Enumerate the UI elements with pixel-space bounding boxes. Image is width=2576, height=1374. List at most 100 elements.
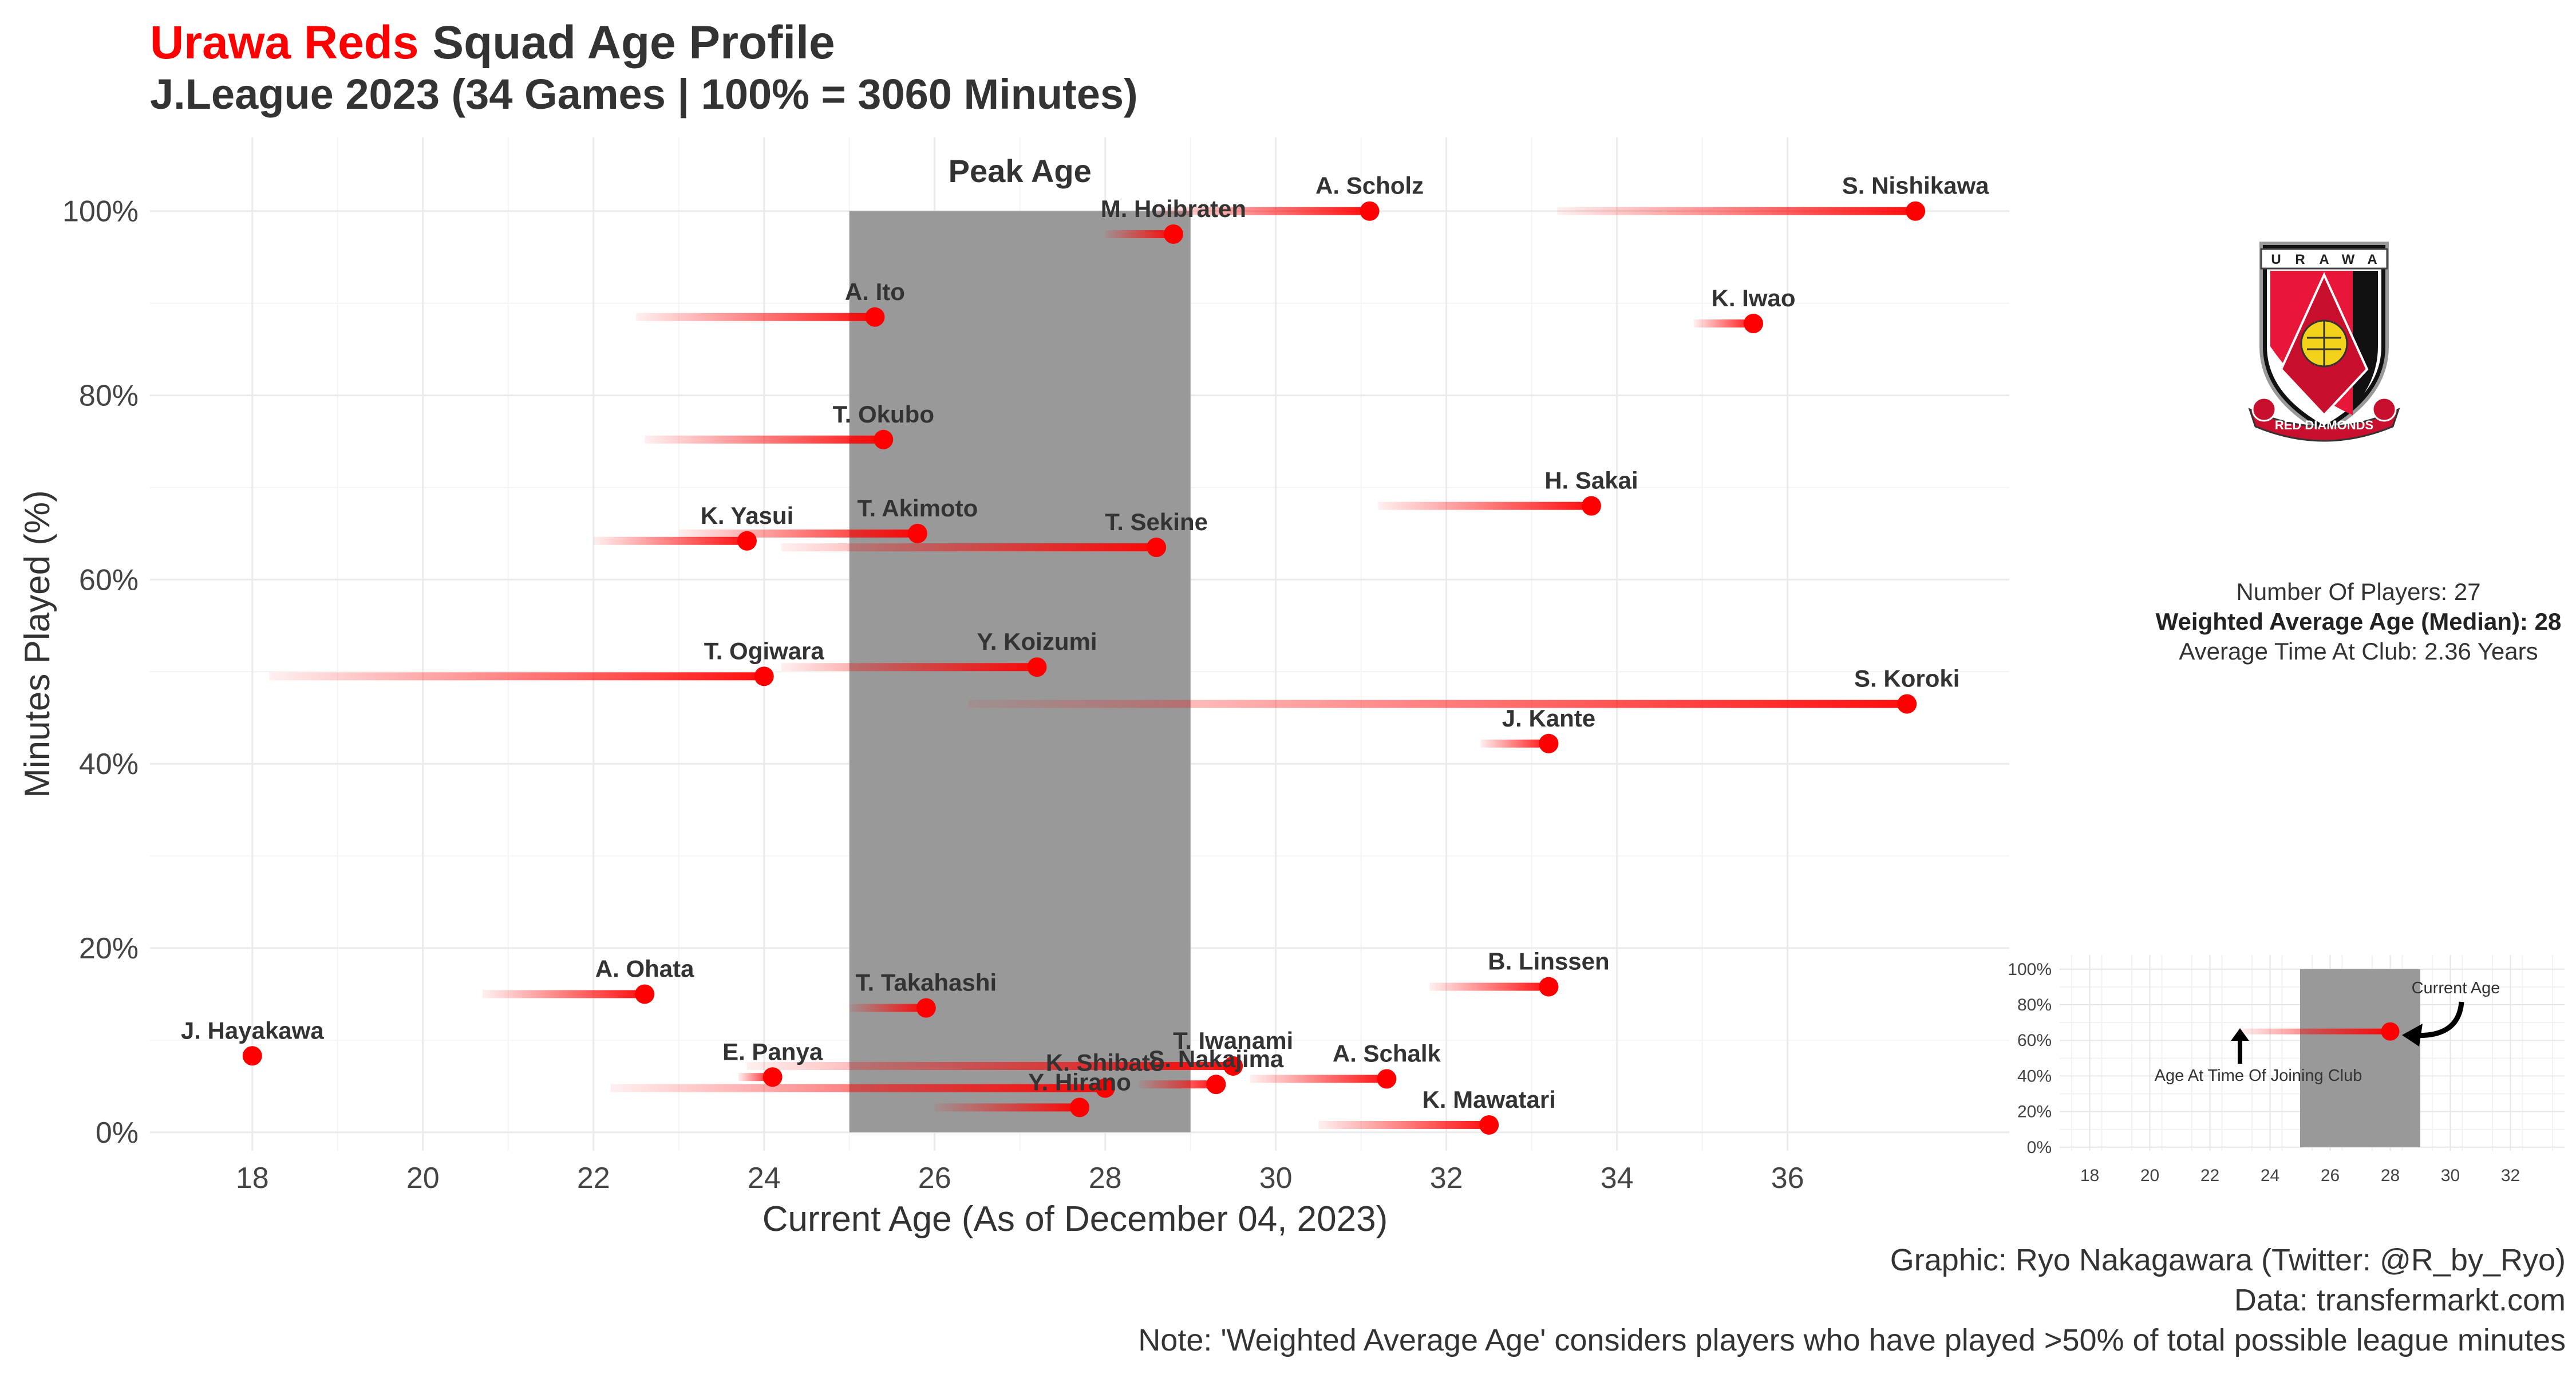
credit-graphic: Graphic: Ryo Nakagawara (Twitter: @R_by_… bbox=[1890, 1243, 2566, 1277]
label-y-koizumi: Y. Koizumi bbox=[977, 628, 1097, 655]
chart-title: Urawa Reds Squad Age Profile bbox=[150, 16, 835, 70]
label-h-sakai: H. Sakai bbox=[1544, 467, 1638, 494]
tenure-segment-s-nakajima bbox=[1139, 1080, 1216, 1089]
point-h-sakai bbox=[1581, 496, 1601, 516]
inset-x-tick-label: 26 bbox=[2321, 1166, 2340, 1185]
y-tick-label: 20% bbox=[79, 932, 139, 965]
point-y-hirano bbox=[1070, 1097, 1089, 1118]
squad-stats: Number Of Players: 27 Weighted Average A… bbox=[2038, 577, 2576, 666]
label-k-mawatari: K. Mawatari bbox=[1422, 1086, 1555, 1113]
point-k-shibato bbox=[1095, 1078, 1115, 1098]
point-t-ogiwara bbox=[754, 666, 774, 686]
crest-letter-u: U bbox=[2271, 252, 2281, 267]
label-y-hirano: Y. Hirano bbox=[1028, 1068, 1131, 1095]
inset-y-tick-label: 40% bbox=[2017, 1067, 2052, 1085]
inset-y-tick-label: 20% bbox=[2017, 1103, 2052, 1122]
y-tick-label: 60% bbox=[79, 563, 139, 597]
stat-players: Number Of Players: 27 bbox=[2236, 578, 2481, 605]
label-t-iwanami: T. Iwanami bbox=[1173, 1027, 1293, 1054]
point-k-yasui bbox=[737, 531, 757, 551]
axes-layer: 18 20 22 24 26 28 30 32 34 36 0% 20% 40% 60% 80% 100% Cu… bbox=[18, 195, 1804, 1239]
peak-age-band bbox=[849, 211, 1191, 1132]
inset-current-age-arrowhead bbox=[2402, 1024, 2423, 1047]
x-tick-label: 34 bbox=[1601, 1162, 1634, 1195]
label-s-koroki: S. Koroki bbox=[1854, 665, 1959, 692]
x-tick-label: 22 bbox=[577, 1162, 610, 1195]
tenure-segment-t-ogiwara bbox=[269, 672, 764, 681]
tenure-segment-b-linssen bbox=[1429, 982, 1549, 991]
inset-joined-age-arrowhead bbox=[2231, 1028, 2249, 1041]
club-crest-logo: U R A W A RED DIAMONDS bbox=[2248, 242, 2400, 442]
y-axis-title: Minutes Played (%) bbox=[18, 490, 57, 798]
stat-weighted-age: Weighted Average Age (Median): 28 bbox=[2155, 608, 2562, 635]
inset-x-tick-label: 30 bbox=[2441, 1166, 2460, 1185]
point-a-schalk bbox=[1377, 1069, 1397, 1089]
peak-age-label: Peak Age bbox=[949, 153, 1092, 189]
tenure-segment-t-takahashi bbox=[849, 1004, 926, 1012]
inset-x-tick-label: 24 bbox=[2261, 1166, 2279, 1185]
x-axis-title: Current Age (As of December 04, 2023) bbox=[762, 1199, 1388, 1239]
label-t-okubo: T. Okubo bbox=[833, 401, 934, 428]
label-t-akimoto: T. Akimoto bbox=[858, 495, 978, 522]
tenure-segment-k-yasui bbox=[593, 536, 747, 545]
point-e-panya bbox=[762, 1067, 783, 1087]
tenure-segment-a-schalk bbox=[1250, 1075, 1387, 1083]
tenure-segment-j-kante bbox=[1480, 739, 1549, 748]
point-a-ito bbox=[865, 307, 885, 327]
tenure-segment-h-sakai bbox=[1378, 502, 1591, 510]
label-k-iwao: K. Iwao bbox=[1712, 285, 1796, 311]
player-labels: S. Nishikawa A. Scholz M. Hoibraten A. Ito K… bbox=[181, 172, 1989, 1113]
x-tick-label: 30 bbox=[1259, 1162, 1293, 1195]
crest-banner: RED DIAMONDS bbox=[2275, 418, 2373, 432]
team-name: Urawa Reds bbox=[150, 17, 419, 69]
x-tick-label: 26 bbox=[918, 1162, 951, 1195]
inset-x-tick-label: 22 bbox=[2200, 1166, 2219, 1185]
point-s-koroki bbox=[1897, 694, 1917, 714]
player-points bbox=[242, 201, 1926, 1135]
label-a-scholz: A. Scholz bbox=[1315, 172, 1424, 199]
y-tick-label: 40% bbox=[79, 748, 139, 781]
x-tick-label: 28 bbox=[1089, 1162, 1122, 1195]
tenure-segment-t-akimoto bbox=[678, 529, 918, 538]
tenure-segment-a-ito bbox=[636, 313, 875, 321]
tenure-segments bbox=[269, 207, 1916, 1129]
point-t-akimoto bbox=[907, 523, 927, 543]
inset-y-tick-label: 60% bbox=[2017, 1031, 2052, 1050]
inset-example-segment bbox=[2240, 1028, 2391, 1035]
label-a-schalk: A. Schalk bbox=[1333, 1040, 1441, 1067]
crest-letter-a: A bbox=[2319, 252, 2329, 267]
label-e-panya: E. Panya bbox=[722, 1038, 823, 1065]
label-j-kante: J. Kante bbox=[1502, 705, 1595, 732]
label-a-ito: A. Ito bbox=[845, 278, 905, 305]
label-s-nakajima: S. Nakajima bbox=[1148, 1045, 1283, 1072]
point-t-takahashi bbox=[916, 998, 936, 1018]
inset-x-tick-label: 28 bbox=[2381, 1166, 2400, 1185]
label-a-ohata: A. Ohata bbox=[595, 955, 694, 982]
stat-time-at-club: Average Time At Club: 2.36 Years bbox=[2179, 638, 2538, 665]
point-b-linssen bbox=[1539, 977, 1559, 997]
point-j-hayakawa bbox=[242, 1046, 262, 1066]
inset-x-tick-label: 20 bbox=[2140, 1166, 2159, 1185]
title-text: Squad Age Profile bbox=[432, 17, 835, 69]
tenure-segment-t-sekine bbox=[781, 543, 1157, 552]
x-tick-label: 36 bbox=[1771, 1162, 1804, 1195]
point-a-scholz bbox=[1360, 201, 1380, 221]
inset-example-point bbox=[2381, 1022, 2400, 1041]
tenure-segment-s-nishikawa bbox=[1557, 207, 1916, 215]
label-t-takahashi: T. Takahashi bbox=[855, 969, 997, 996]
tenure-segment-y-hirano bbox=[934, 1103, 1080, 1112]
label-k-shibato: K. Shibato bbox=[1046, 1049, 1165, 1076]
inset-y-tick-label: 100% bbox=[2008, 960, 2052, 979]
label-k-yasui: K. Yasui bbox=[701, 502, 794, 529]
label-j-hayakawa: J. Hayakawa bbox=[181, 1017, 324, 1044]
x-tick-label: 20 bbox=[406, 1162, 440, 1195]
tenure-segment-k-iwao bbox=[1693, 319, 1754, 328]
inset-peak-age-band bbox=[2300, 969, 2420, 1147]
point-t-sekine bbox=[1147, 538, 1167, 558]
inset-x-tick-label: 18 bbox=[2080, 1166, 2099, 1185]
tenure-segment-k-shibato bbox=[610, 1084, 1105, 1092]
crest-letter-r: R bbox=[2295, 252, 2305, 267]
point-k-mawatari bbox=[1479, 1115, 1499, 1135]
label-b-linssen: B. Linssen bbox=[1488, 948, 1609, 975]
point-k-iwao bbox=[1744, 314, 1764, 334]
